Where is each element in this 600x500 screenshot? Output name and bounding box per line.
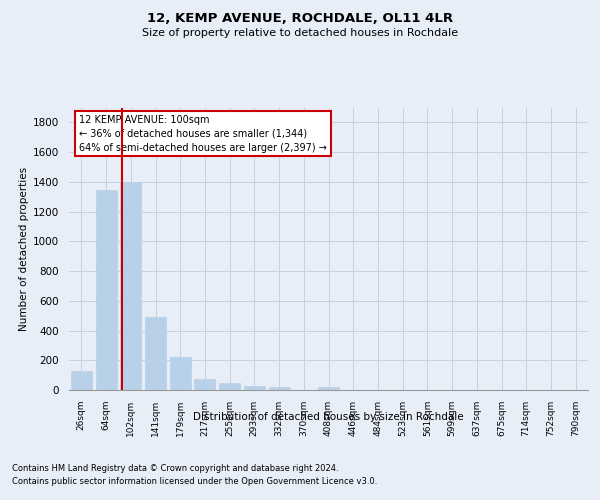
Bar (95, 190, 116, 390)
Bar (120, 182, 141, 390)
Bar (194, 379, 215, 390)
Text: Distribution of detached houses by size in Rochdale: Distribution of detached houses by size … (193, 412, 464, 422)
Bar (71, 370, 92, 390)
Bar (170, 356, 191, 390)
Bar (244, 386, 265, 390)
Text: 12, KEMP AVENUE, ROCHDALE, OL11 4LR: 12, KEMP AVENUE, ROCHDALE, OL11 4LR (147, 12, 453, 26)
Bar (145, 317, 166, 390)
Bar (318, 388, 339, 390)
Text: Contains HM Land Registry data © Crown copyright and database right 2024.: Contains HM Land Registry data © Crown c… (12, 464, 338, 473)
Text: 12 KEMP AVENUE: 100sqm
← 36% of detached houses are smaller (1,344)
64% of semi-: 12 KEMP AVENUE: 100sqm ← 36% of detached… (79, 114, 327, 152)
Bar (269, 388, 290, 390)
Text: Size of property relative to detached houses in Rochdale: Size of property relative to detached ho… (142, 28, 458, 38)
Bar (219, 384, 240, 390)
Text: Contains public sector information licensed under the Open Government Licence v3: Contains public sector information licen… (12, 478, 377, 486)
Y-axis label: Number of detached properties: Number of detached properties (19, 166, 29, 331)
